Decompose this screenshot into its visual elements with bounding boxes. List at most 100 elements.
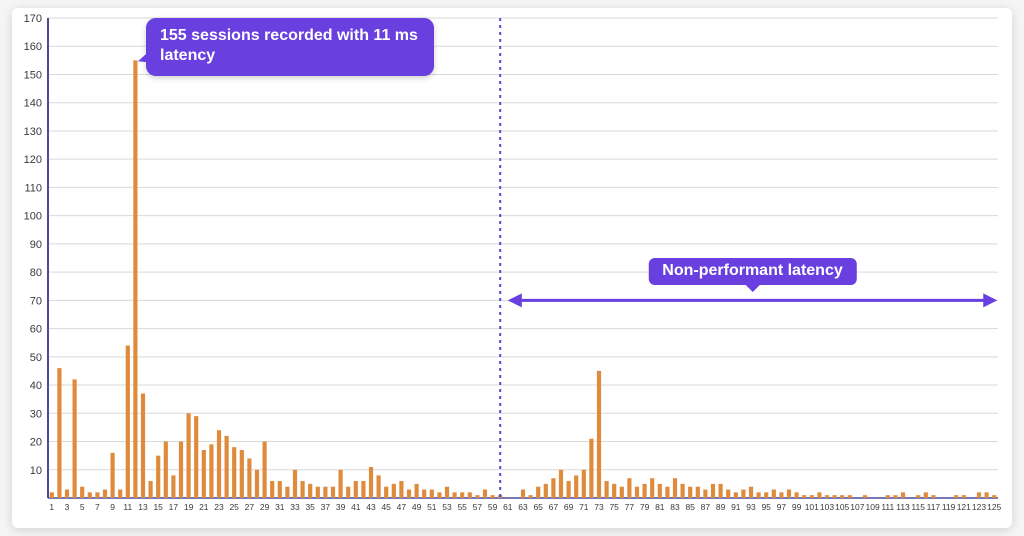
histogram-bar [627, 478, 631, 498]
y-tick-label: 160 [24, 41, 42, 53]
x-tick-label: 61 [503, 502, 513, 512]
histogram-bar [126, 346, 130, 498]
histogram-bar [453, 492, 457, 498]
histogram-bar [232, 447, 236, 498]
x-tick-label: 99 [792, 502, 802, 512]
x-tick-label: 41 [351, 502, 361, 512]
histogram-bar [551, 478, 555, 498]
x-tick-label: 43 [366, 502, 376, 512]
histogram-bar [301, 481, 305, 498]
y-tick-label: 50 [30, 352, 42, 364]
histogram-bar [582, 470, 586, 498]
y-tick-label: 10 [30, 465, 42, 477]
histogram-bar [187, 413, 191, 498]
x-tick-label: 49 [412, 502, 422, 512]
chart-area: 1020304050607080901001101201301401501601… [12, 8, 1012, 528]
histogram-bar [536, 487, 540, 498]
x-tick-label: 105 [835, 502, 849, 512]
histogram-bar [567, 481, 571, 498]
histogram-bar [840, 495, 844, 498]
x-tick-label: 95 [761, 502, 771, 512]
histogram-bar [529, 495, 533, 498]
histogram-bar [863, 495, 867, 498]
histogram-bar [369, 467, 373, 498]
histogram-bar [156, 456, 160, 498]
x-tick-label: 3 [65, 502, 70, 512]
histogram-bar [331, 487, 335, 498]
y-tick-label: 120 [24, 154, 42, 166]
x-tick-label: 19 [184, 502, 194, 512]
histogram-bar [688, 487, 692, 498]
x-tick-label: 73 [594, 502, 604, 512]
x-tick-label: 21 [199, 502, 209, 512]
histogram-bar [658, 484, 662, 498]
histogram-bar [392, 484, 396, 498]
histogram-bar [757, 492, 761, 498]
histogram-bar [810, 495, 814, 498]
x-tick-label: 57 [473, 502, 483, 512]
histogram-bar [749, 487, 753, 498]
histogram-bar [893, 495, 897, 498]
x-tick-label: 51 [427, 502, 437, 512]
x-tick-label: 103 [820, 502, 834, 512]
y-tick-label: 140 [24, 98, 42, 110]
histogram-bar [833, 495, 837, 498]
x-tick-label: 17 [169, 502, 179, 512]
histogram-bar [354, 481, 358, 498]
x-tick-label: 63 [518, 502, 528, 512]
x-tick-label: 23 [214, 502, 224, 512]
histogram-bar [916, 495, 920, 498]
histogram-bar [255, 470, 259, 498]
x-tick-label: 83 [670, 502, 680, 512]
histogram-bar [202, 450, 206, 498]
histogram-bar [741, 490, 745, 498]
x-tick-label: 91 [731, 502, 741, 512]
x-tick-label: 117 [927, 502, 941, 512]
x-tick-label: 11 [123, 502, 132, 512]
y-tick-label: 170 [24, 13, 42, 25]
histogram-bar [430, 490, 434, 498]
histogram-bar [247, 458, 251, 498]
histogram-bar [491, 495, 495, 498]
peak-callout-tooltip: 155 sessions recorded with 11 ms latency [146, 18, 434, 76]
x-tick-label: 97 [777, 502, 787, 512]
histogram-bar [179, 442, 183, 498]
histogram-bar [521, 490, 525, 498]
histogram-bar [703, 490, 707, 498]
histogram-bar [57, 368, 61, 498]
histogram-bar [673, 478, 677, 498]
x-tick-label: 109 [866, 502, 880, 512]
y-tick-label: 80 [30, 267, 42, 279]
histogram-bar [111, 453, 115, 498]
x-tick-label: 113 [896, 502, 910, 512]
x-tick-label: 77 [625, 502, 635, 512]
histogram-bar [772, 490, 776, 498]
x-tick-label: 31 [275, 502, 285, 512]
histogram-bar [50, 492, 54, 498]
x-tick-label: 5 [80, 502, 85, 512]
x-tick-label: 47 [397, 502, 407, 512]
histogram-bar [734, 492, 738, 498]
x-tick-label: 93 [746, 502, 756, 512]
histogram-bar [962, 495, 966, 498]
histogram-bar [977, 492, 981, 498]
x-tick-label: 29 [260, 502, 270, 512]
x-tick-label: 81 [655, 502, 665, 512]
histogram-bar [795, 492, 799, 498]
histogram-bar [95, 492, 99, 498]
histogram-bar [415, 484, 419, 498]
histogram-bar [240, 450, 244, 498]
x-tick-label: 65 [533, 502, 543, 512]
histogram-bar [141, 394, 145, 498]
histogram-bar [285, 487, 289, 498]
histogram-bar [475, 495, 479, 498]
nonperformant-range-label: Non-performant latency [648, 258, 856, 285]
histogram-bar [544, 484, 548, 498]
x-tick-label: 45 [381, 502, 391, 512]
x-tick-label: 71 [579, 502, 589, 512]
histogram-bar [164, 442, 168, 498]
latency-histogram: 1020304050607080901001101201301401501601… [12, 8, 1012, 528]
histogram-bar [270, 481, 274, 498]
histogram-bar [589, 439, 593, 498]
histogram-bar [931, 495, 935, 498]
